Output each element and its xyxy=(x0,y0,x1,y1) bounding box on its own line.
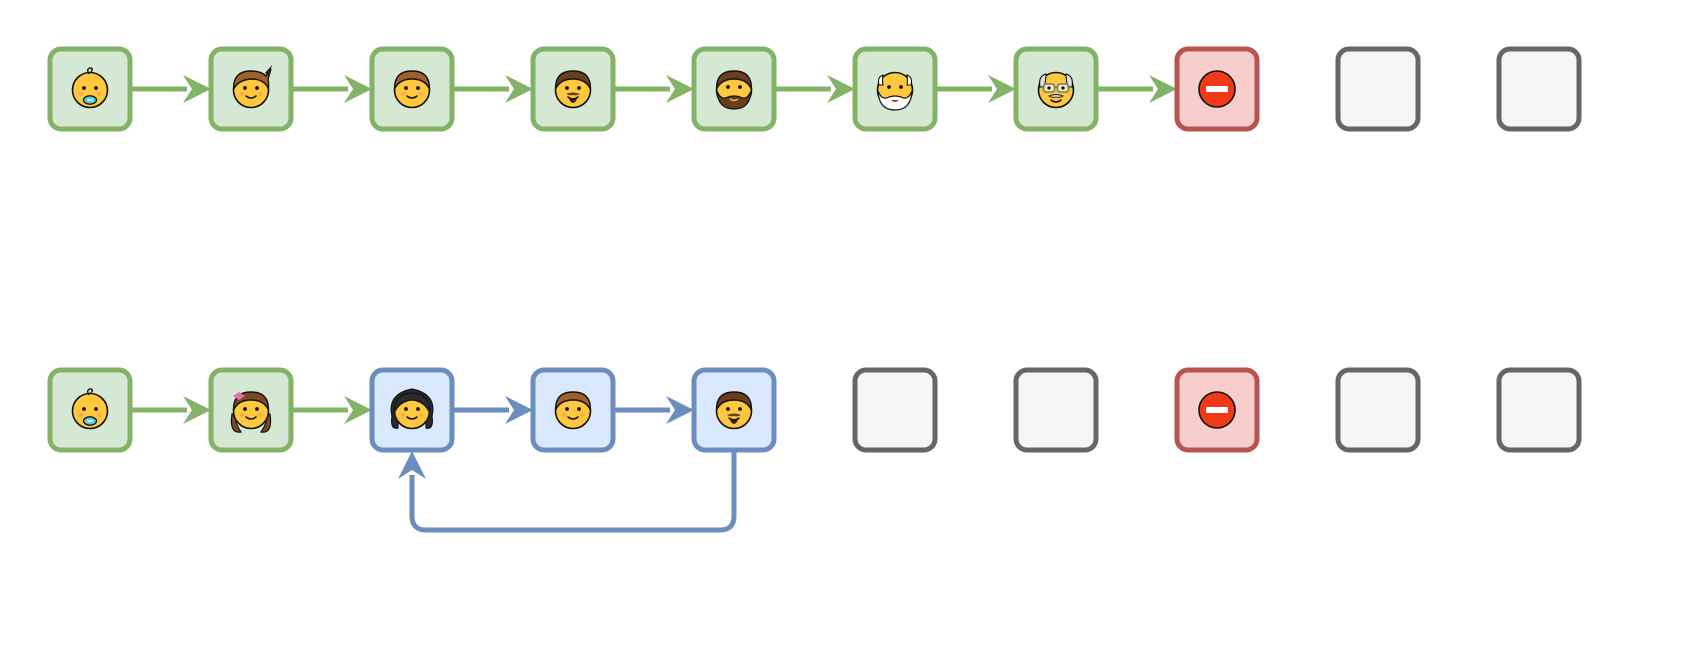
young-man-icon xyxy=(554,391,592,430)
edge-arrow xyxy=(1096,75,1177,103)
edge-arrow xyxy=(291,75,372,103)
node-red xyxy=(1174,367,1260,453)
woman-icon xyxy=(390,388,434,430)
edge-arrow xyxy=(452,396,533,424)
nodes-layer xyxy=(47,46,1582,453)
node-blue xyxy=(691,367,777,453)
young-man-icon xyxy=(393,70,431,109)
edge-arrow xyxy=(452,75,533,103)
node-green xyxy=(47,46,133,132)
baby-icon xyxy=(71,388,109,430)
node-green xyxy=(852,46,938,132)
node-green xyxy=(691,46,777,132)
node-green xyxy=(208,367,294,453)
node-green xyxy=(47,367,133,453)
edge-arrow xyxy=(130,396,211,424)
edge-arrow xyxy=(398,450,737,533)
girl-icon xyxy=(230,391,272,433)
node-gray xyxy=(1335,46,1421,132)
node-red xyxy=(1174,46,1260,132)
node-gray xyxy=(852,367,938,453)
node-green xyxy=(208,46,294,132)
node-green xyxy=(369,46,455,132)
edge-arrow xyxy=(935,75,1016,103)
edge-arrow xyxy=(774,75,855,103)
row-2 xyxy=(47,367,1582,453)
edge-arrow xyxy=(613,75,694,103)
man-beard-icon xyxy=(715,70,753,110)
node-gray xyxy=(1013,367,1099,453)
row-1 xyxy=(47,46,1582,132)
old-man-glasses-icon xyxy=(1037,71,1075,109)
node-blue xyxy=(530,367,616,453)
edge-arrow xyxy=(291,396,372,424)
node-gray xyxy=(1496,46,1582,132)
node-gray xyxy=(1335,367,1421,453)
old-man-white-beard-icon xyxy=(876,71,914,111)
man-goatee-icon xyxy=(715,391,753,430)
node-blue xyxy=(369,367,455,453)
boy-icon xyxy=(232,65,272,109)
no-entry-icon xyxy=(1198,391,1236,429)
man-goatee-icon xyxy=(554,70,592,109)
no-entry-icon xyxy=(1198,70,1236,108)
edges-layer xyxy=(130,75,1177,533)
edge-arrow xyxy=(613,396,694,424)
baby-icon xyxy=(71,67,109,109)
node-gray xyxy=(1496,367,1582,453)
node-green xyxy=(1013,46,1099,132)
edge-arrow xyxy=(130,75,211,103)
node-green xyxy=(530,46,616,132)
